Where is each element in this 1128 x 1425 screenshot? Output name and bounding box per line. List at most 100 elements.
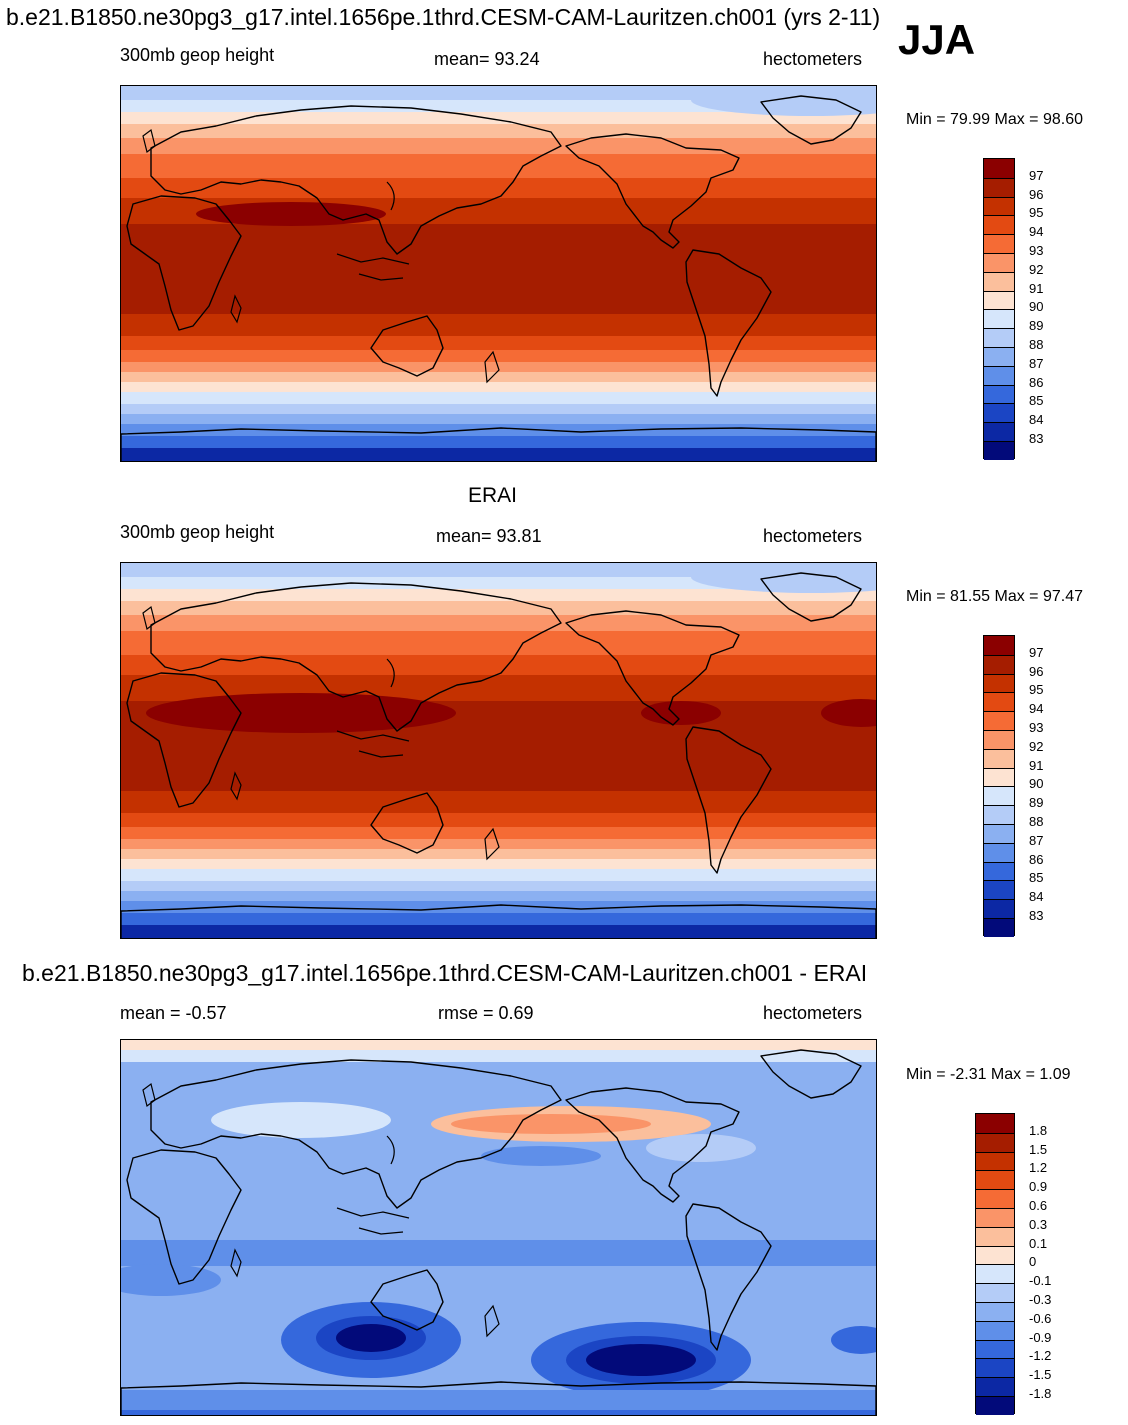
- field-band-14: [121, 382, 876, 393]
- diff-midlat-band: [121, 1240, 876, 1266]
- diff-atlantic-low: [121, 1264, 221, 1296]
- panel2-minmax: Min = 81.55 Max = 97.47: [906, 588, 1083, 605]
- coastline-uk: [142, 128, 156, 154]
- coastline-eurasia: [150, 1059, 562, 1209]
- colorbar-cell: [976, 1132, 1014, 1152]
- colorbar-label: 89: [1029, 318, 1044, 334]
- coastline-madagascar: [230, 771, 242, 801]
- colorbar-cell: [976, 1302, 1014, 1321]
- colorbar-cell: [984, 309, 1014, 329]
- colorbar-cell: [984, 290, 1014, 310]
- colorbar-label: 85: [1029, 393, 1044, 409]
- colorbar-label: 87: [1029, 355, 1044, 371]
- diff-north-edge: [121, 1040, 876, 1050]
- coastline-north-america: [565, 1087, 740, 1203]
- coastline-greenland: [760, 572, 862, 622]
- colorbar-cell: [984, 730, 1014, 749]
- colorbar-cell: [976, 1151, 1014, 1171]
- panel2-map: [120, 562, 877, 939]
- coastline-indonesia: [336, 253, 410, 265]
- field-arctic-cold: [691, 563, 876, 593]
- colorbar-cell: [976, 1245, 1014, 1265]
- diff-pacific-low: [481, 1146, 601, 1166]
- coastline-uk: [142, 1082, 156, 1108]
- field-band-20: [121, 925, 876, 938]
- colorbar-label: 86: [1029, 851, 1044, 867]
- coastline-australia: [370, 792, 444, 854]
- colorbar-cell: [976, 1114, 1014, 1133]
- coastline-japan: [386, 181, 395, 211]
- coastline-indonesia-2: [358, 1227, 404, 1235]
- colorbar-label: 94: [1029, 701, 1044, 717]
- colorbar-label: 87: [1029, 832, 1044, 848]
- colorbar-cell: [976, 1170, 1014, 1190]
- colorbar-cell: [976, 1377, 1014, 1396]
- colorbar-cell: [984, 748, 1014, 768]
- colorbar-cell: [984, 880, 1014, 900]
- colorbar-cell: [976, 1396, 1014, 1415]
- colorbar-cell: [984, 786, 1014, 806]
- colorbar-label: 95: [1029, 205, 1044, 221]
- panel3-title: b.e21.B1850.ne30pg3_g17.intel.1656pe.1th…: [22, 960, 868, 986]
- colorbar-label: 0.3: [1029, 1216, 1048, 1232]
- colorbar-label: 0.6: [1029, 1198, 1048, 1213]
- diff-positive-core: [451, 1114, 651, 1134]
- colorbar-cell: [984, 422, 1014, 441]
- coastline-madagascar: [230, 1248, 242, 1278]
- panel2-title: ERAI: [468, 484, 518, 507]
- field-band-0: [121, 86, 876, 101]
- colorbar-label: -0.3: [1029, 1292, 1052, 1307]
- diff-south-edge: [121, 1410, 876, 1415]
- coastline-south-america: [685, 249, 772, 397]
- colorbar-label: 84: [1029, 412, 1044, 428]
- colorbar-label: 85: [1029, 870, 1044, 886]
- colorbar-cell: [984, 384, 1014, 404]
- colorbar-cell: [976, 1283, 1014, 1302]
- colorbar-cell: [984, 824, 1014, 843]
- field-max-tibet: [196, 202, 386, 226]
- coastline-new-zealand: [484, 827, 500, 861]
- field-band-13: [121, 849, 876, 860]
- panel1-units: hectometers: [763, 49, 863, 69]
- colorbar-label: 93: [1029, 720, 1044, 735]
- colorbar-label: 83: [1029, 908, 1044, 923]
- colorbar-cell: [984, 899, 1014, 918]
- coastline-antarctica: [121, 1381, 876, 1415]
- colorbar-cell: [984, 328, 1014, 347]
- panel1-variable: 300mb geop height: [120, 45, 275, 65]
- coastline-new-zealand: [484, 350, 500, 384]
- field-band-3: [121, 601, 876, 616]
- colorbar-box: [983, 635, 1015, 937]
- colorbar-cell: [984, 215, 1014, 235]
- coastline-south-america: [685, 726, 772, 874]
- panel3-minmax: Min = -2.31 Max = 1.09: [906, 1066, 1071, 1083]
- panel1-map: [120, 85, 877, 462]
- colorbar-cell: [984, 253, 1014, 272]
- coastline-australia: [370, 1269, 444, 1331]
- coastline-indonesia: [336, 1207, 410, 1219]
- colorbar-cell: [984, 842, 1014, 862]
- field-band-11: [121, 827, 876, 840]
- coastline-japan: [386, 1135, 395, 1165]
- colorbar-cell: [984, 441, 1014, 460]
- field-band-8: [121, 224, 876, 315]
- colorbar-cell: [984, 767, 1014, 787]
- field-band-5: [121, 631, 876, 656]
- colorbar-cell: [984, 861, 1014, 881]
- colorbar-cell: [984, 271, 1014, 291]
- colorbar-cell: [984, 711, 1014, 730]
- colorbar-label: 1.8: [1029, 1122, 1048, 1138]
- colorbar-label: -1.2: [1029, 1348, 1052, 1364]
- colorbar-label: 88: [1029, 814, 1044, 829]
- colorbar-label: 93: [1029, 243, 1044, 258]
- diff-east-low: [831, 1326, 876, 1354]
- field-band-13: [121, 372, 876, 383]
- season-label: JJA: [898, 16, 976, 63]
- field-band-6: [121, 655, 876, 676]
- colorbar-label: 95: [1029, 682, 1044, 698]
- coastline-north-america: [565, 610, 740, 726]
- coastline-greenland: [760, 1049, 862, 1099]
- diff-light-patch: [646, 1134, 756, 1162]
- colorbar-label: 88: [1029, 337, 1044, 352]
- panel3-rmse: rmse = 0.69: [438, 1003, 534, 1023]
